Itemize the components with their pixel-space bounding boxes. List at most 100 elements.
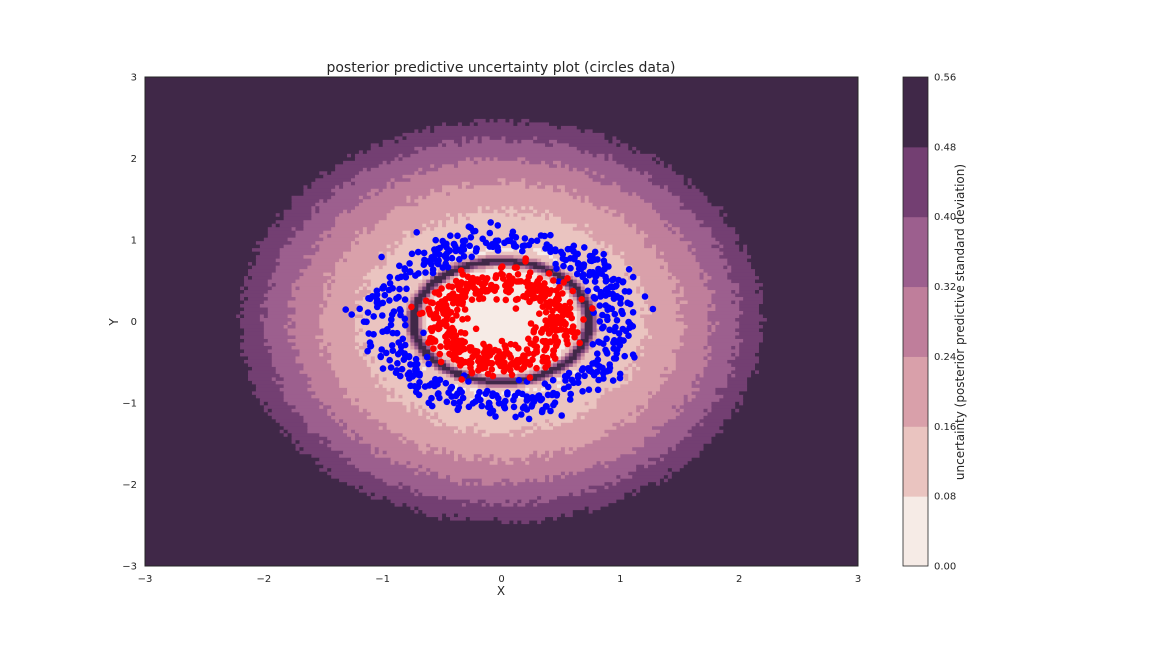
scatter-point [436, 244, 444, 252]
scatter-point [526, 374, 534, 381]
scatter-point [476, 363, 484, 370]
scatter-point [428, 380, 436, 387]
colorbar-ticks: 0.00 0.08 0.16 0.24 0.32 0.40 0.48 0.56 [934, 73, 956, 573]
scatter-point [589, 341, 597, 348]
scatter-point [586, 365, 593, 372]
scatter-point [621, 288, 629, 295]
scatter-point [397, 311, 404, 319]
scatter-point [373, 296, 381, 304]
scatter-point [521, 235, 529, 242]
scatter-point [469, 353, 476, 361]
scatter-point [387, 364, 395, 371]
scatter-point [554, 326, 562, 334]
scatter-point [459, 237, 467, 245]
scatter-point [388, 342, 396, 349]
scatter-point [540, 294, 547, 302]
scatter-point [552, 260, 559, 268]
scatter-point [497, 270, 505, 278]
scatter-point [363, 318, 370, 326]
scatter-point [454, 406, 462, 414]
scatter-point [413, 360, 421, 368]
y-axis-label: Y [107, 318, 121, 327]
scatter-point [510, 403, 518, 411]
scatter-point [538, 329, 545, 336]
colorbar-band [903, 216, 928, 288]
scatter-point [569, 326, 576, 334]
scatter-point [591, 278, 599, 285]
scatter-point [447, 292, 455, 299]
scatter-point [443, 398, 451, 406]
scatter-point [395, 293, 402, 301]
scatter-point [573, 270, 581, 278]
scatter-point [547, 231, 554, 239]
y-tick-label: 0 [131, 317, 137, 328]
colorbar-tick-label: 0.48 [934, 142, 956, 153]
scatter-point [401, 315, 409, 323]
scatter-point [549, 313, 556, 320]
scatter-point [442, 301, 450, 309]
scatter-point [416, 370, 423, 378]
scatter-point [477, 396, 484, 404]
scatter-point [619, 325, 627, 333]
scatter-point [641, 293, 649, 300]
scatter-point [364, 309, 372, 316]
scatter-point [442, 379, 450, 387]
scatter-point [560, 318, 567, 326]
scatter-point [445, 311, 452, 318]
scatter-point [593, 271, 600, 278]
scatter-point [581, 372, 588, 380]
scatter-point [389, 347, 397, 355]
scatter-point [430, 345, 437, 353]
scatter-point [502, 345, 510, 352]
scatter-point [494, 222, 502, 229]
scatter-point [421, 383, 429, 390]
scatter-point [475, 354, 483, 361]
scatter-point [513, 364, 521, 371]
scatter-point [396, 306, 404, 313]
scatter-point [445, 389, 452, 397]
scatter-point [566, 299, 574, 306]
scatter-point [437, 358, 445, 366]
scatter-point [472, 325, 480, 333]
scatter-point [543, 403, 550, 410]
y-tick-label: 3 [131, 73, 137, 84]
scatter-point [611, 310, 619, 318]
scatter-point [402, 321, 409, 329]
scatter-point [453, 293, 461, 301]
scatter-point [436, 251, 443, 258]
scatter-point [482, 286, 489, 294]
scatter-point [567, 311, 574, 318]
scatter-point [571, 255, 578, 263]
scatter-point [464, 273, 472, 281]
scatter-point [379, 299, 387, 307]
scatter-point [457, 299, 465, 306]
scatter-point [461, 306, 469, 313]
scatter-point [590, 293, 598, 301]
scatter-point [489, 392, 496, 400]
scatter-point [610, 275, 618, 283]
scatter-point [394, 360, 401, 367]
scatter-point [602, 292, 609, 299]
scatter-point [513, 278, 521, 285]
x-tick-label: −3 [138, 574, 153, 585]
scatter-point [434, 289, 442, 296]
scatter-point [472, 290, 480, 297]
scatter-point [570, 242, 578, 250]
scatter-point [451, 243, 459, 250]
scatter-point [436, 325, 443, 332]
scatter-point [588, 257, 595, 265]
scatter-point [517, 357, 525, 365]
scatter-point [522, 279, 530, 286]
colorbar-tick-label: 0.16 [934, 422, 956, 433]
scatter-point [468, 253, 476, 261]
y-tick-label: −1 [122, 399, 137, 410]
scatter-point [436, 350, 444, 358]
scatter-point [502, 296, 510, 304]
scatter-point [448, 383, 456, 391]
scatter-point [525, 415, 533, 423]
scatter-point [505, 237, 512, 244]
scatter-point [523, 346, 531, 353]
scatter-point [600, 340, 607, 348]
scatter-point [600, 375, 607, 382]
scatter-point [348, 311, 356, 318]
